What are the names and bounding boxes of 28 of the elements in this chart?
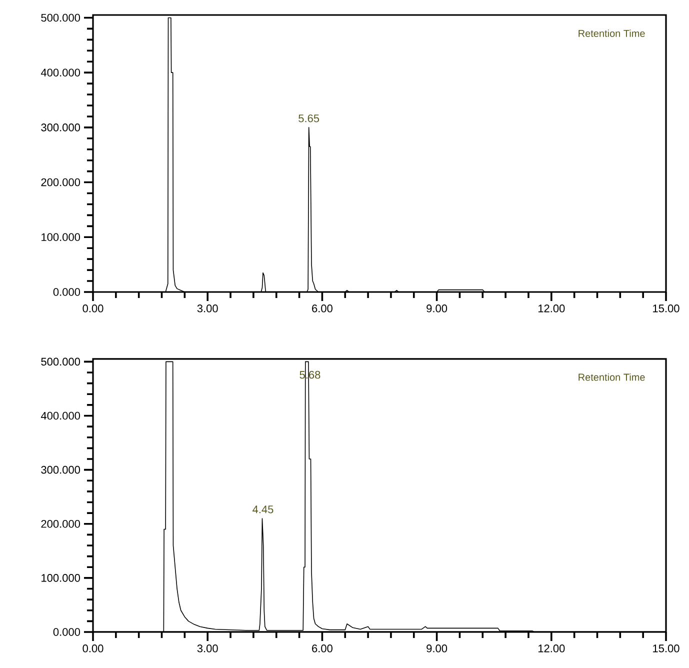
x-tick-label: 0.00: [82, 644, 104, 652]
y-tick-label: 500.000: [41, 358, 80, 366]
y-tick-label: 300.000: [41, 466, 80, 474]
annotation: Retention Time: [578, 30, 645, 37]
y-tick-label: 0.000: [53, 628, 80, 636]
x-tick-label: 15.00: [653, 644, 680, 652]
y-tick-label: 100.000: [42, 574, 80, 582]
annotation: Retention Time: [578, 373, 645, 381]
y-tick-label: 0.000: [53, 288, 80, 296]
x-tick-label: 0.00: [82, 304, 104, 312]
y-tick-label: 200.000: [41, 520, 80, 528]
y-tick-label: 100.000: [42, 233, 80, 242]
x-tick-label: 12.00: [538, 644, 565, 652]
y-tick-label: 400.000: [40, 68, 80, 76]
x-tick-label: 12.00: [538, 304, 565, 312]
x-tick-label: 6.00: [312, 304, 332, 312]
x-tick-label: 3.00: [197, 644, 218, 652]
x-tick-label: 6.00: [312, 644, 332, 652]
y-tick-label: 200.000: [41, 178, 80, 186]
y-tick-label: 300.000: [41, 124, 80, 132]
y-tick-label: 400.000: [40, 412, 80, 420]
x-tick-label: 3.00: [197, 304, 218, 312]
y-tick-label: 500.000: [41, 14, 80, 22]
annotation: 5.65: [298, 114, 320, 122]
x-tick-label: 15.00: [653, 304, 680, 312]
x-tick-label: 9.00: [426, 644, 448, 652]
annotation: 4.45: [252, 506, 274, 514]
x-tick-label: 9.00: [426, 304, 448, 312]
